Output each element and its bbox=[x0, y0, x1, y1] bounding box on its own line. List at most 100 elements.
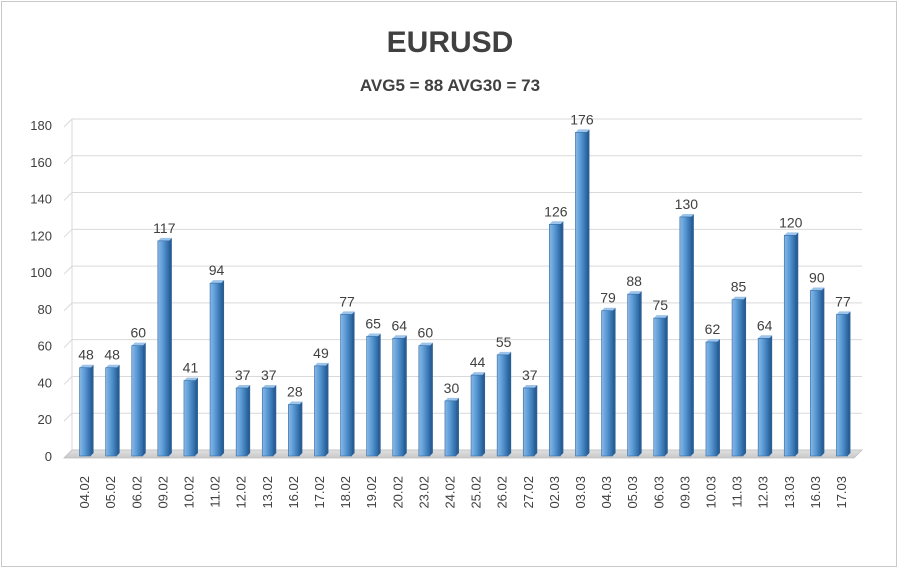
x-tick-label: 02.03 bbox=[547, 476, 562, 509]
bar-16.03 bbox=[810, 287, 825, 457]
x-axis-ticks: 04.02 05.02 06.02 09.02 10.02 11.02 12.02 13.02… bbox=[77, 476, 849, 509]
bars bbox=[79, 129, 851, 457]
x-tick-label: 23.02 bbox=[416, 476, 431, 509]
data-label: 90 bbox=[809, 270, 825, 286]
x-tick-label: 13.02 bbox=[260, 476, 275, 509]
y-tick-label: 120 bbox=[30, 228, 52, 243]
x-tick-label: 17.02 bbox=[312, 476, 327, 509]
data-label: 48 bbox=[78, 347, 94, 363]
bar-27.02 bbox=[522, 384, 538, 457]
bar-06.03 bbox=[653, 315, 668, 457]
x-tick-label: 10.03 bbox=[703, 476, 718, 509]
bar-16.02 bbox=[288, 401, 303, 457]
data-label: 64 bbox=[757, 317, 773, 333]
data-label: 88 bbox=[626, 273, 642, 289]
x-tick-label: 04.03 bbox=[599, 476, 614, 509]
bar-25.02 bbox=[470, 372, 486, 457]
bar-13.02 bbox=[261, 384, 277, 457]
data-label: 117 bbox=[153, 220, 176, 236]
y-axis-ticks: 0 20 40 60 80 100 120 140 160 180 bbox=[30, 118, 52, 464]
bar-09.03 bbox=[679, 213, 694, 457]
x-tick-label: 03.03 bbox=[573, 476, 588, 509]
x-tick-label: 19.02 bbox=[364, 476, 379, 509]
data-label: 37 bbox=[261, 367, 277, 383]
grid-line bbox=[63, 228, 862, 238]
bar-12.02 bbox=[235, 384, 251, 457]
y-tick-label: 60 bbox=[38, 339, 52, 354]
data-label: 94 bbox=[209, 262, 225, 278]
bar-02.03 bbox=[549, 221, 564, 457]
bar-04.03 bbox=[601, 307, 616, 457]
bar-23.02 bbox=[418, 342, 433, 457]
data-label: 77 bbox=[339, 293, 355, 309]
grid-line bbox=[63, 192, 862, 201]
x-tick-label: 27.02 bbox=[521, 476, 536, 509]
x-tick-label: 24.02 bbox=[442, 476, 457, 509]
y-tick-label: 140 bbox=[30, 192, 52, 207]
data-label: 49 bbox=[313, 345, 329, 361]
data-label: 75 bbox=[652, 297, 668, 313]
x-tick-label: 05.02 bbox=[103, 476, 118, 509]
x-tick-label: 04.02 bbox=[77, 476, 92, 509]
data-label: 176 bbox=[570, 111, 594, 127]
data-label: 85 bbox=[731, 279, 747, 295]
x-tick-label: 17.03 bbox=[834, 476, 849, 509]
bar-20.02 bbox=[392, 335, 407, 457]
x-tick-label: 25.02 bbox=[469, 476, 484, 509]
bar-05.02 bbox=[105, 364, 120, 457]
y-tick-label: 160 bbox=[30, 155, 52, 170]
grid-line bbox=[63, 155, 862, 165]
y-tick-label: 20 bbox=[38, 412, 52, 427]
data-labels: 48 48 60 117 41 94 37 37 28 49 77 65 64 60 30 44 55 37 126… bbox=[78, 111, 851, 399]
x-tick-label: 12.03 bbox=[756, 476, 771, 509]
x-tick-label: 09.02 bbox=[155, 476, 170, 509]
x-tick-label: 09.03 bbox=[677, 476, 692, 509]
y-tick-label: 40 bbox=[38, 375, 52, 390]
data-label: 48 bbox=[104, 347, 120, 363]
data-label: 120 bbox=[779, 214, 803, 230]
data-label: 41 bbox=[183, 360, 199, 376]
data-label: 79 bbox=[600, 290, 616, 306]
y-tick-label: 180 bbox=[30, 118, 52, 133]
bar-13.03 bbox=[783, 232, 799, 457]
x-tick-label: 16.02 bbox=[286, 476, 301, 509]
bar-17.03 bbox=[836, 311, 851, 457]
x-tick-label: 12.02 bbox=[234, 476, 249, 509]
data-label: 130 bbox=[675, 196, 699, 212]
x-tick-label: 13.03 bbox=[782, 476, 797, 509]
data-label: 60 bbox=[418, 325, 434, 341]
x-tick-label: 20.02 bbox=[390, 476, 405, 509]
y-tick-label: 100 bbox=[30, 265, 52, 280]
data-label: 28 bbox=[287, 384, 303, 400]
data-label: 30 bbox=[444, 380, 460, 396]
bar-17.02 bbox=[314, 362, 329, 457]
chart-title: EURUSD bbox=[386, 26, 514, 59]
grid-line bbox=[63, 265, 862, 275]
data-label: 64 bbox=[391, 317, 407, 333]
x-tick-label: 06.02 bbox=[129, 476, 144, 509]
bar-24.02 bbox=[444, 397, 459, 457]
x-tick-label: 16.03 bbox=[808, 476, 823, 509]
bar-10.02 bbox=[183, 377, 198, 457]
bar-05.03 bbox=[627, 291, 642, 457]
chart-subtitle: AVG5 = 88 AVG30 = 73 bbox=[359, 76, 541, 95]
bar-18.02 bbox=[340, 311, 355, 457]
bar-11.03 bbox=[731, 296, 747, 457]
data-label: 44 bbox=[470, 354, 486, 370]
data-label: 55 bbox=[496, 334, 512, 350]
y-tick-label: 0 bbox=[45, 449, 52, 464]
data-label: 65 bbox=[365, 315, 381, 331]
y-tick-label: 80 bbox=[38, 302, 52, 317]
bar-26.02 bbox=[496, 351, 512, 457]
data-label: 37 bbox=[235, 367, 251, 383]
x-tick-label: 06.03 bbox=[651, 476, 666, 509]
data-label: 37 bbox=[522, 367, 538, 383]
bar-03.03 bbox=[575, 129, 590, 457]
x-tick-label: 26.02 bbox=[495, 476, 510, 509]
x-tick-label: 05.03 bbox=[625, 476, 640, 509]
x-tick-label: 10.02 bbox=[181, 476, 196, 509]
data-label: 60 bbox=[130, 325, 146, 341]
x-tick-label: 18.02 bbox=[338, 476, 353, 509]
